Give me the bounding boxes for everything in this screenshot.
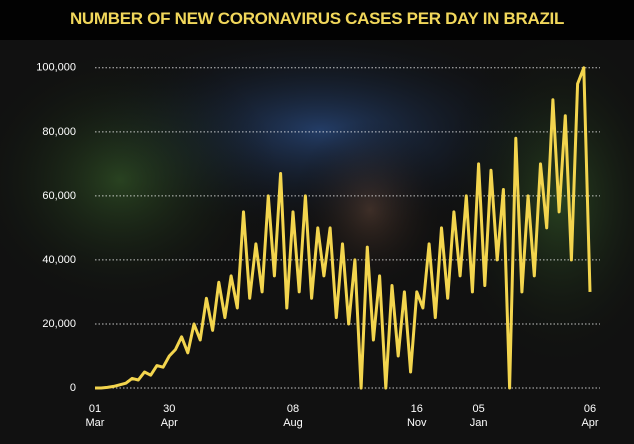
- x-tick-label: 16 Nov: [406, 403, 427, 429]
- x-tick-label: 05 Jan: [469, 403, 488, 429]
- y-tick-label: 60,000: [42, 190, 76, 202]
- chart-title: NUMBER OF NEW CORONAVIRUS CASES PER DAY …: [70, 9, 564, 28]
- x-tick-label: 01 Mar: [85, 403, 105, 429]
- y-tick-label: 80,000: [42, 126, 76, 138]
- background-photo: [0, 40, 280, 320]
- x-tick-label: 06 Apr: [581, 403, 599, 429]
- y-tick-label: 100,000: [36, 62, 76, 74]
- x-tick-label: 08 Aug: [283, 403, 303, 429]
- data-line: [95, 66, 592, 390]
- y-tick-label: 0: [70, 382, 76, 394]
- background-photo: [290, 120, 450, 300]
- title-band: [0, 0, 634, 40]
- y-tick-label: 20,000: [42, 318, 76, 330]
- x-tick-label: 30 Apr: [160, 403, 178, 429]
- y-tick-label: 40,000: [42, 254, 76, 266]
